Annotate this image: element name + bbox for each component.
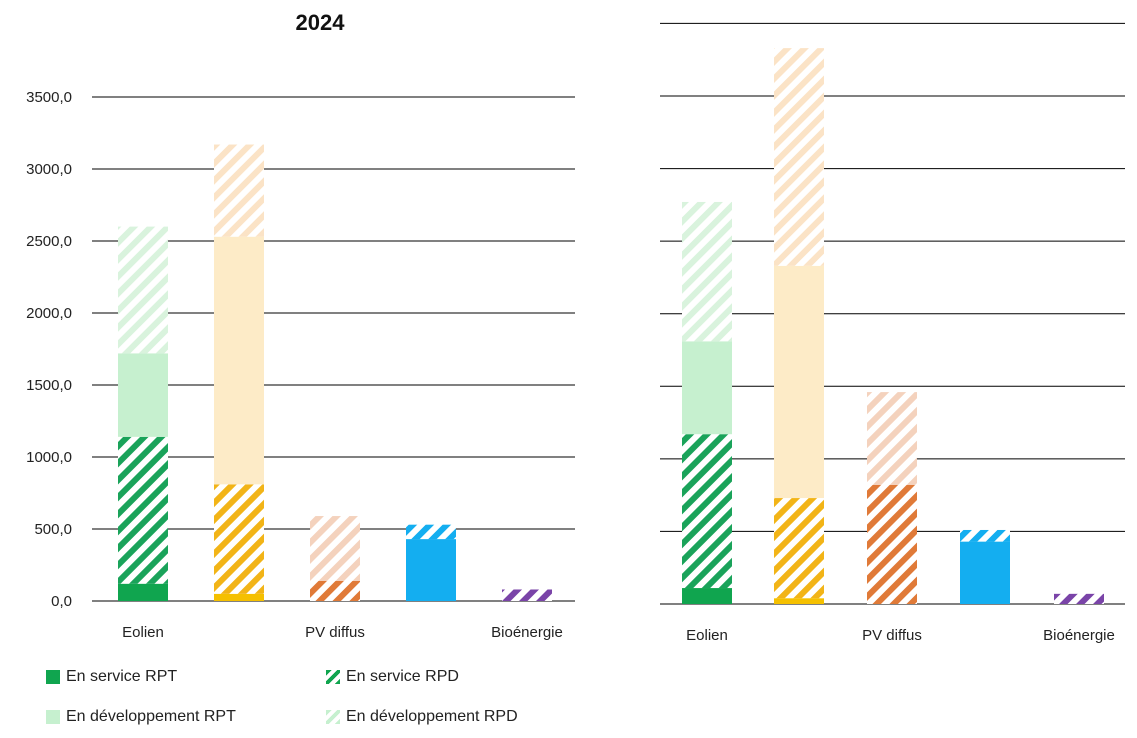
bar-segment-eolien-s0: [118, 583, 168, 601]
bar-segment-eolien-s3: [682, 201, 732, 342]
legend-label-en-developpement-rpd: En développement RPD: [346, 708, 518, 725]
bar-segment-pv_diffus-s3: [867, 392, 917, 485]
chart-2024: 0,0 500,0 1000,0 1500,0 2000,0 2500,0 3000,0 35…: [26, 10, 575, 641]
legend-label-en-service-rpt: En service RPT: [66, 668, 178, 685]
legend-swatch-en-developpement-rpt: [46, 710, 60, 724]
bar-segment-eolien-s1: [118, 436, 168, 584]
legend-swatch-en-developpement-rpd: [326, 710, 340, 724]
legend-label-en-developpement-rpt: En développement RPT: [66, 708, 236, 725]
bar-segment-pv_sol-s3: [774, 48, 824, 266]
bar-segment-pv_sol-s2: [214, 236, 264, 485]
bar-segment-eolien-s2: [118, 353, 168, 437]
bar-segment-pv_sol-s1: [774, 498, 824, 599]
legend-item-en-service-rpt: En service RPT: [46, 668, 177, 686]
legend-item-en-service-rpd: En service RPD: [326, 668, 459, 686]
x-tick-label: PV diffus: [862, 627, 922, 644]
x-tick-label: Eolien: [686, 627, 728, 644]
bar-segment-bio-s1: [502, 589, 552, 601]
legend-swatch-en-service-rpd: [326, 670, 340, 684]
bar-segment-eolien-s3: [118, 226, 168, 354]
legend: En service RPT En service RPD En dévelop…: [44, 660, 644, 730]
chart-title: 2024: [296, 10, 346, 35]
bar-segment-hydro-s1: [960, 529, 1010, 542]
bar-segment-bio-s1: [1054, 593, 1104, 604]
x-tick-label: Bioénergie: [491, 624, 563, 641]
bar-segment-hydro-s0: [406, 539, 456, 601]
bar-segment-pv_sol-s0: [214, 593, 264, 601]
bar-segment-eolien-s1: [682, 434, 732, 589]
bar-segment-pv_diffus-s3: [310, 516, 360, 581]
bar-segment-pv_sol-s3: [214, 144, 264, 237]
y-tick-label: 500,0: [34, 521, 72, 538]
bar-segment-hydro-s0: [960, 541, 1010, 604]
legend-item-en-developpement-rpd: En développement RPD: [326, 708, 518, 726]
bar-segment-pv_sol-s0: [774, 598, 824, 604]
bar-segment-pv_sol-s1: [214, 484, 264, 594]
y-tick-label: 3000,0: [26, 161, 72, 178]
legend-item-en-developpement-rpt: En développement RPT: [46, 708, 236, 726]
y-tick-label: 1000,0: [26, 449, 72, 466]
bar-segment-eolien-s0: [682, 588, 732, 604]
y-tick-label: 3500,0: [26, 89, 72, 106]
y-tick-label: 2500,0: [26, 233, 72, 250]
bar-segment-pv_diffus-s1: [867, 484, 917, 604]
bar-segment-eolien-s2: [682, 341, 732, 435]
y-tick-label: 1500,0: [26, 377, 72, 394]
y-tick-label: 0,0: [51, 593, 72, 610]
x-tick-label: Bioénergie: [1043, 627, 1115, 644]
legend-label-en-service-rpd: En service RPD: [346, 668, 459, 685]
legend-swatch-en-service-rpt: [46, 670, 60, 684]
bar-segment-hydro-s1: [406, 524, 456, 540]
chart-right: Eolien PV diffus Bioénergie: [660, 22, 1125, 644]
bar-segment-pv_diffus-s1: [310, 580, 360, 601]
x-tick-label: Eolien: [122, 624, 164, 641]
bar-segment-pv_sol-s2: [774, 265, 824, 499]
y-tick-label: 2000,0: [26, 305, 72, 322]
x-tick-label: PV diffus: [305, 624, 365, 641]
